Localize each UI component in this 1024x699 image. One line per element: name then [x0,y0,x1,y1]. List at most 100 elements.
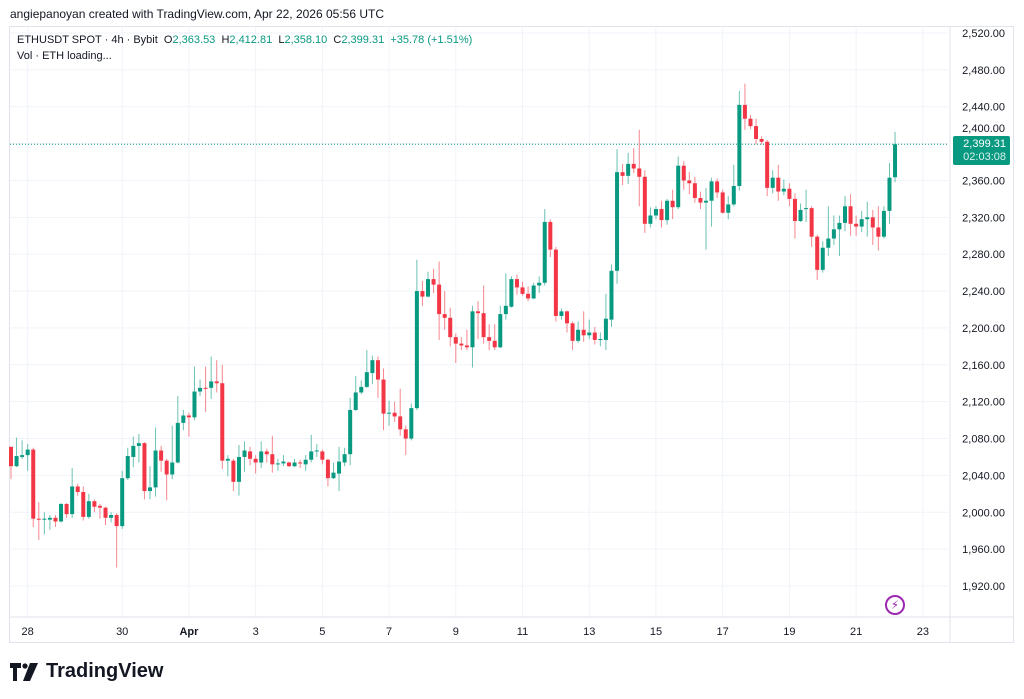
lightning-icon[interactable]: ⚡ [885,595,905,615]
candle [787,183,792,207]
candle-body [559,311,564,316]
candle-body [248,451,253,459]
candle [715,178,720,198]
candle-body [881,210,886,237]
candle-body [603,318,608,340]
open-label: O [163,34,173,46]
candle [826,206,831,257]
candle [876,206,881,251]
candle [337,446,342,492]
candle-body [831,229,836,239]
candle [148,466,152,500]
y-tick-label: 2,040.00 [962,470,1005,482]
candle-body [676,165,681,208]
candle [487,324,492,351]
candle-body [437,284,442,315]
candle [125,447,130,481]
candle-body [870,217,875,228]
candle [31,447,36,528]
candle [681,161,686,190]
candle [792,193,797,239]
x-tick-label: 5 [319,626,325,638]
candle [64,503,69,518]
candle [542,209,547,286]
candle [731,164,736,207]
candle [431,268,436,293]
candle-body [231,460,236,482]
low-value: 2,358.10 [284,34,328,46]
candle-body [309,451,314,460]
candle [314,444,319,457]
candle-body [754,126,759,139]
candle [815,234,820,281]
candle-body [592,332,597,340]
x-tick-label: 3 [253,626,259,638]
candle-body [659,209,664,221]
candle-body [9,446,13,467]
candle-body [531,285,536,299]
candle [131,436,136,468]
candle-body [381,379,386,414]
candle [287,461,291,468]
candle-body [114,515,119,527]
candle-body [804,208,809,210]
candle [476,301,481,339]
candle [331,462,336,480]
brand-name: TradingView [46,660,164,682]
y-tick-label: 2,520.00 [962,28,1005,40]
candle-body [81,491,86,517]
candle [248,446,253,466]
y-tick-label: 2,320.00 [962,212,1005,224]
candle [303,455,308,471]
candle-body [626,163,631,176]
candle [754,118,759,145]
candle-body [876,227,881,237]
candle [236,444,241,496]
candle-body [431,279,436,285]
candle [36,502,41,540]
candle [709,177,714,227]
candle [453,333,458,363]
candle [870,209,875,245]
candle-body [236,456,241,482]
candle [320,449,325,465]
candle-body [442,314,447,318]
candle [576,321,581,343]
x-tick-label: 13 [583,626,595,638]
volume-legend[interactable]: Vol · ETH loading... [17,50,112,62]
tradingview-logo[interactable]: TradingView [10,660,163,683]
candle-body [270,454,275,465]
candle-body [192,391,197,418]
candle-body [353,392,358,410]
candle-body [537,282,542,286]
candle [481,285,486,344]
candle-body [765,141,770,188]
candle-body [637,168,642,177]
candle-body [843,206,847,223]
candle [698,191,703,210]
candle-body [837,222,842,230]
candle [809,206,814,247]
candle-body [609,270,614,320]
x-tick-label: 9 [453,626,459,638]
candle-body [281,461,286,464]
y-tick-label: 2,200.00 [962,323,1005,335]
candle-body [520,287,525,294]
candle-body [120,478,125,527]
candle [392,401,397,422]
candle-body [598,338,603,340]
candle [264,448,269,463]
candle [620,163,625,186]
candle [603,293,608,351]
candle [309,434,314,463]
candle [203,366,208,412]
x-tick-label: Apr [179,626,199,638]
price-axis: 1,920.00 1,960.00 2,000.00 2,040.00 2,080.00… [949,27,1005,643]
y-tick-label: 2,280.00 [962,249,1005,261]
candle [426,271,430,298]
symbol-info[interactable]: ETHUSDT SPOT · 4h · Bybit [17,34,158,46]
candle-body [748,118,753,127]
candle [837,215,842,257]
candle-body [325,459,330,479]
